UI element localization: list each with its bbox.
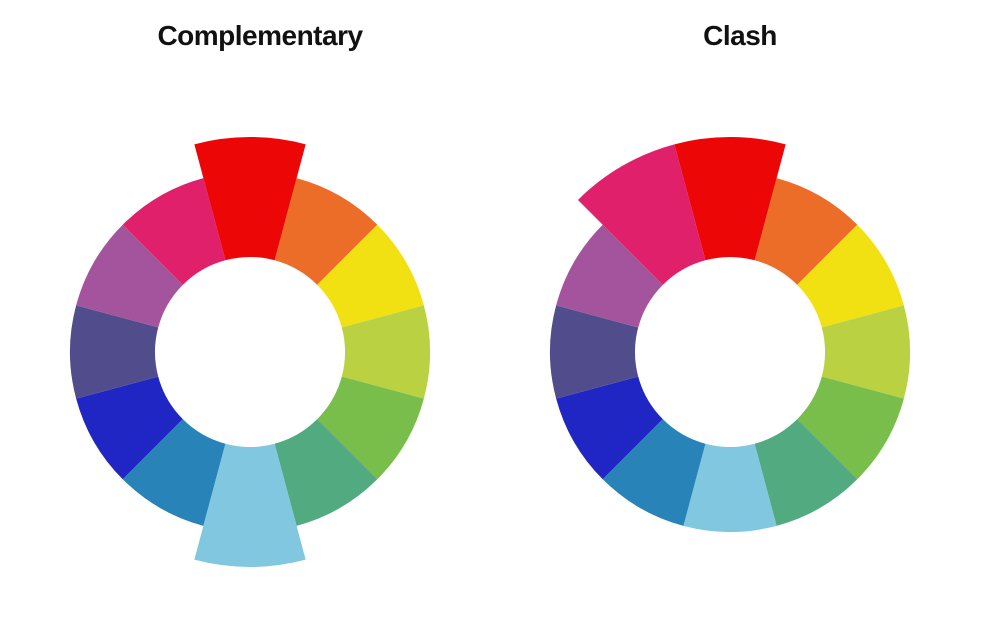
color-wheel-complementary (50, 62, 470, 622)
color-wheel-clash (530, 62, 950, 622)
wheel-title-complementary: Complementary (157, 20, 362, 52)
wheel-title-clash: Clash (703, 20, 777, 52)
wheels-container: Complementary Clash (50, 20, 950, 622)
wheel-group-complementary: Complementary (50, 20, 470, 622)
wheel-group-clash: Clash (530, 20, 950, 622)
